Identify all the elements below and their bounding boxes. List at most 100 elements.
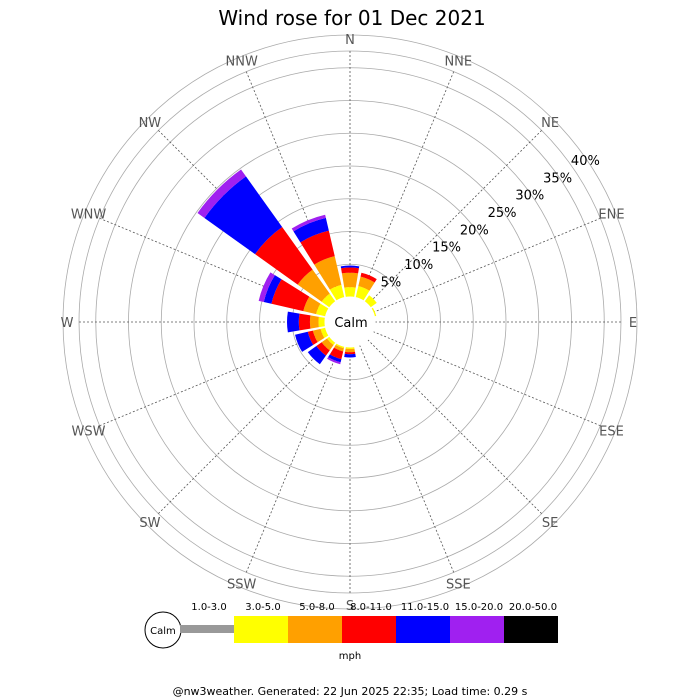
chart-title: Wind rose for 01 Dec 2021 [218, 6, 485, 30]
bar-n-bin-4 [340, 265, 360, 269]
bar-nne-bin-2 [358, 276, 375, 291]
bar-ene-bin-1 [371, 307, 377, 317]
bar-wnw-bin-1 [316, 303, 329, 317]
direction-label-n: N [345, 33, 355, 48]
direction-label-nw: NW [139, 116, 162, 131]
legend-calm-label: Calm [150, 626, 176, 637]
bar-nw-bin-5 [197, 169, 246, 218]
bar-sw-bin-2 [321, 338, 334, 351]
direction-label-sse: SSE [446, 577, 471, 592]
direction-label-ene: ENE [598, 208, 624, 223]
radial-tick-label: 40% [571, 154, 600, 169]
direction-label-se: SE [542, 516, 558, 531]
direction-labels: N NNE NE ENE E ESE SE SSE S SSW SW WSW W WNW NW NNW [61, 33, 638, 614]
polar-grid [62, 34, 638, 610]
radial-tick-label: 5% [381, 275, 402, 290]
radial-tick-label: 10% [404, 258, 433, 273]
spoke-sw [158, 339, 333, 514]
legend-label-1: 3.0-5.0 [245, 602, 280, 613]
direction-label-nne: NNE [444, 55, 472, 70]
spoke-ssw [245, 344, 341, 573]
bar-nnw-bin-2 [314, 256, 342, 290]
grid-ring [193, 165, 507, 479]
legend-label-0: 1.0-3.0 [191, 602, 226, 613]
direction-label-wsw: WSW [72, 424, 106, 439]
direction-label-sw: SW [139, 516, 160, 531]
legend-swatch-6 [504, 616, 558, 643]
radial-tick-labels: 5%10% 15% 20% 25% 30% 35% 40% [381, 154, 600, 290]
direction-label-wnw: WNW [71, 208, 107, 223]
bar-nnw-bin-4 [293, 217, 329, 243]
bar-ssw-bin-2 [333, 344, 344, 352]
grid-ring [226, 198, 474, 446]
legend-swatch-5 [450, 616, 504, 643]
footer-text: @nw3weather. Generated: 22 Jun 2025 22:3… [173, 685, 528, 698]
grid-ring [160, 132, 540, 512]
bar-n-bin-2 [341, 272, 359, 288]
direction-label-w: W [61, 316, 74, 331]
calm-label: Calm [334, 316, 367, 331]
calm-center: Calm [324, 296, 376, 348]
bar-wnw-bin-2 [303, 296, 321, 315]
spoke-ese [372, 331, 601, 427]
legend-label-2: 5.0-8.0 [299, 602, 334, 613]
legend-label-6: 20.0-50.0 [509, 602, 557, 613]
bar-sw-bin-3 [316, 342, 330, 356]
bar-s-bin-2 [345, 348, 355, 353]
legend-units: mph [339, 651, 361, 662]
direction-label-ssw: SSW [227, 577, 257, 592]
spoke-sse [359, 344, 455, 573]
bar-sw-bin-4 [307, 346, 326, 365]
legend: Calm 1.0-3.0 3.0-5.0 5.0-8.0 8.0-11.0 11.0-1… [144, 602, 558, 662]
bar-w-bin-1 [318, 316, 326, 328]
bar-wsw-bin-2 [312, 328, 325, 343]
bar-sw-bin-1 [326, 336, 336, 346]
direction-label-ne: NE [541, 116, 559, 131]
bar-n-bin-3 [341, 267, 359, 274]
bar-wsw-bin-3 [307, 330, 318, 345]
bar-wnw-bin-3 [271, 279, 310, 312]
radial-tick-label: 35% [543, 171, 572, 186]
legend-label-4: 11.0-15.0 [401, 602, 449, 613]
radial-tick-label: 15% [432, 241, 461, 256]
direction-label-ese: ESE [599, 424, 624, 439]
bar-n-bin-1 [344, 287, 356, 298]
bar-wnw-bin-5 [258, 272, 275, 303]
wind-rose-bars [197, 169, 377, 365]
bar-nnw-bin-1 [329, 284, 345, 301]
radial-tick-label: 20% [460, 223, 489, 238]
bar-nne-bin-3 [360, 272, 377, 283]
grid-ring [62, 34, 638, 610]
legend-swatch-3 [342, 616, 396, 643]
legend-swatch-4 [396, 616, 450, 643]
bar-nw-bin-2 [297, 269, 330, 302]
bar-nw-bin-4 [204, 176, 283, 255]
bar-w-bin-4 [287, 311, 300, 333]
legend-swatch-1 [234, 616, 288, 643]
bar-wsw-bin-1 [320, 327, 329, 339]
bar-nnw-bin-3 [300, 230, 335, 265]
bar-nw-bin-3 [255, 227, 313, 285]
bar-s-bin-3 [344, 351, 356, 355]
bar-ssw-bin-4 [328, 354, 342, 363]
bar-wsw-bin-4 [295, 331, 314, 352]
spoke-ne [367, 130, 542, 305]
spoke-se [367, 339, 542, 514]
bar-nnw-bin-5 [291, 214, 326, 232]
direction-label-s: S [346, 599, 354, 614]
bar-ssw-bin-3 [329, 347, 344, 360]
spoke-ene [372, 217, 601, 313]
bar-w-bin-3 [298, 313, 311, 331]
direction-label-e: E [629, 316, 637, 331]
bar-s-bin-4 [344, 353, 356, 358]
legend-label-5: 15.0-20.0 [455, 602, 503, 613]
radial-tick-label: 25% [488, 206, 517, 221]
bar-ssw-bin-5 [327, 357, 341, 365]
spoke-wsw [99, 331, 328, 427]
bar-w-bin-2 [309, 315, 319, 329]
radial-tick-label: 30% [515, 189, 544, 204]
bar-nne-bin-1 [355, 286, 370, 301]
bar-wnw-bin-4 [263, 275, 282, 304]
legend-swatch-2 [288, 616, 342, 643]
